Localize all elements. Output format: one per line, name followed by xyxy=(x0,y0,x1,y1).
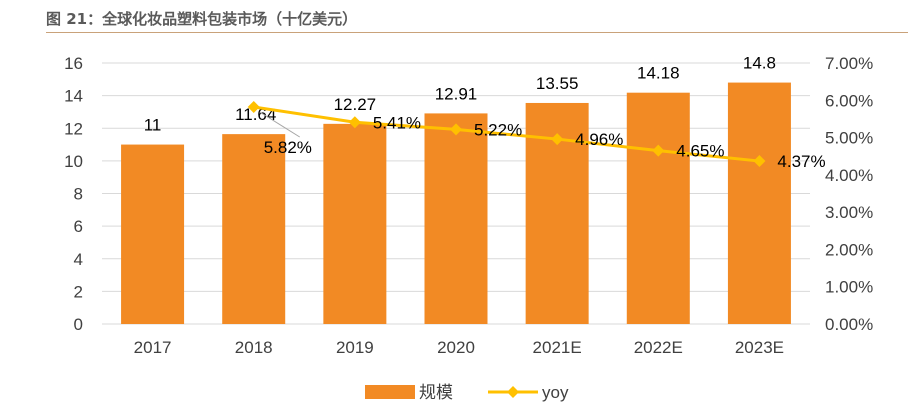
y-right-tick-label: 0.00% xyxy=(825,315,873,334)
y-left-tick-label: 0 xyxy=(74,315,83,334)
bar-label: 12.27 xyxy=(334,95,377,114)
yoy-label: 5.41% xyxy=(373,113,421,132)
yoy-marker xyxy=(652,144,665,157)
y-right-tick-label: 7.00% xyxy=(825,54,873,73)
x-tick-label: 2017 xyxy=(134,338,172,357)
yoy-label: 5.22% xyxy=(474,120,522,139)
y-right-tick-label: 3.00% xyxy=(825,203,873,222)
y-left-tick-label: 6 xyxy=(74,217,83,236)
title-rule xyxy=(46,32,908,33)
y-right-tick-label: 4.00% xyxy=(825,166,873,185)
y-left-tick-label: 8 xyxy=(74,185,83,204)
x-tick-label: 2023E xyxy=(735,338,784,357)
yoy-label: 5.82% xyxy=(264,138,312,157)
bar-label: 14.18 xyxy=(637,64,680,83)
right-axis-ticks: 0.00% 1.00% 2.00% 3.00% 4.00% 5.00% 6.00% 7.00% xyxy=(825,54,873,334)
bar-label: 12.91 xyxy=(435,84,478,103)
bar-2017 xyxy=(121,144,185,324)
bar-label: 14.8 xyxy=(743,54,776,73)
figure-title: 图 21：全球化妆品塑料包装市场（十亿美元） xyxy=(46,10,358,28)
legend-label-line: yoy xyxy=(542,383,569,402)
yoy-marker xyxy=(450,123,462,136)
yoy-line xyxy=(247,100,766,168)
bar-2018 xyxy=(222,134,286,324)
yoy-label: 4.96% xyxy=(575,130,623,149)
bar-label: 11 xyxy=(144,116,162,135)
y-left-tick-label: 14 xyxy=(64,87,83,106)
bar-2019 xyxy=(323,123,387,324)
leader-line xyxy=(259,111,300,138)
y-right-tick-label: 5.00% xyxy=(825,129,873,148)
yoy-series-line xyxy=(253,105,760,163)
yoy-marker xyxy=(551,133,564,146)
bars xyxy=(121,82,791,324)
x-tick-label: 2018 xyxy=(235,338,273,357)
y-left-tick-label: 2 xyxy=(74,282,83,301)
bar-label: 13.55 xyxy=(536,74,579,93)
x-tick-label: 2022E xyxy=(634,338,683,357)
x-tick-label: 2020 xyxy=(437,338,475,357)
legend-swatch-bar xyxy=(365,385,415,399)
bar-2022E xyxy=(626,92,690,324)
yoy-marker xyxy=(348,116,361,129)
y-right-tick-label: 2.00% xyxy=(825,240,873,259)
left-axis-ticks: 0 2 4 6 8 10 12 14 16 xyxy=(64,54,83,334)
legend-marker-line xyxy=(507,386,519,398)
yoy-marker xyxy=(753,155,766,168)
x-tick-label: 2019 xyxy=(336,338,374,357)
yoy-marker xyxy=(247,100,260,113)
y-right-tick-label: 6.00% xyxy=(825,91,873,110)
legend-label-bar: 规模 xyxy=(419,383,453,402)
y-left-tick-label: 10 xyxy=(64,152,83,171)
yoy-label: 4.65% xyxy=(676,142,724,161)
x-tick-label: 2021E xyxy=(533,338,582,357)
bar-2020 xyxy=(424,113,488,324)
legend: 规模 yoy xyxy=(365,383,569,402)
y-left-tick-label: 16 xyxy=(64,54,83,73)
x-axis-ticks: 2017 2018 2019 2020 2021E 2022E 2023E xyxy=(134,338,784,357)
yoy-label: 4.37% xyxy=(777,152,825,171)
yoy-labels: 5.82% 5.41% 5.22% 4.96% 4.65% 4.37% xyxy=(259,111,826,171)
y-right-tick-label: 1.00% xyxy=(825,278,873,297)
y-left-tick-label: 4 xyxy=(74,250,83,269)
y-left-tick-label: 12 xyxy=(64,119,83,138)
bar-2023E xyxy=(727,82,791,324)
